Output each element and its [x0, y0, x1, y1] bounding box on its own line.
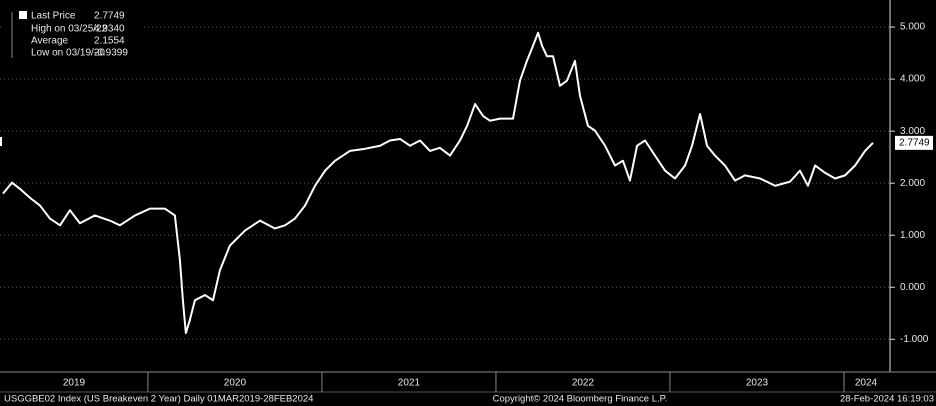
y-tick-label: -1.000 — [900, 334, 929, 345]
legend-swatch — [19, 11, 27, 19]
x-tick-label: 2019 — [63, 378, 86, 389]
x-tick-label: 2024 — [855, 378, 878, 389]
y-tick-label: 5.000 — [900, 22, 925, 33]
y-tick-label: 4.000 — [900, 74, 925, 85]
last-price-badge — [895, 135, 933, 150]
legend-value: 2.7749 — [94, 11, 125, 22]
footer-right: 28-Feb-2024 16:19:03 — [840, 394, 934, 405]
y-tick-label: 3.000 — [900, 126, 925, 137]
x-tick-label: 2021 — [398, 378, 421, 389]
x-tick-label: 2023 — [746, 378, 769, 389]
x-tick-label: 2022 — [572, 378, 595, 389]
legend-value: -0.9399 — [94, 48, 128, 59]
legend-value: 4.9340 — [94, 24, 125, 35]
legend-label: Low on 03/19/20 — [31, 48, 105, 59]
price-line — [2, 31, 874, 335]
y-tick-label: 1.000 — [900, 230, 925, 241]
legend-label: Last Price — [31, 11, 76, 22]
legend-label: Average — [31, 36, 69, 47]
footer-center: Copyright© 2024 Bloomberg Finance L.P. — [493, 394, 668, 405]
x-tick-label: 2020 — [224, 378, 247, 389]
y-tick-label: 2.000 — [900, 178, 925, 189]
footer-left: USGGBE02 Index (US Breakeven 2 Year) Dai… — [4, 394, 313, 405]
legend-value: 2.1554 — [94, 36, 125, 47]
last-price-label: 2.7749 — [899, 137, 930, 148]
legend-label: High on 03/25/22 — [31, 24, 108, 35]
legend-box — [4, 4, 144, 64]
y-tick-label: 0.000 — [900, 282, 925, 293]
legend: Last Price 2.7749 High on 03/25/22 4.934… — [4, 4, 144, 64]
left-marker — [0, 137, 2, 146]
